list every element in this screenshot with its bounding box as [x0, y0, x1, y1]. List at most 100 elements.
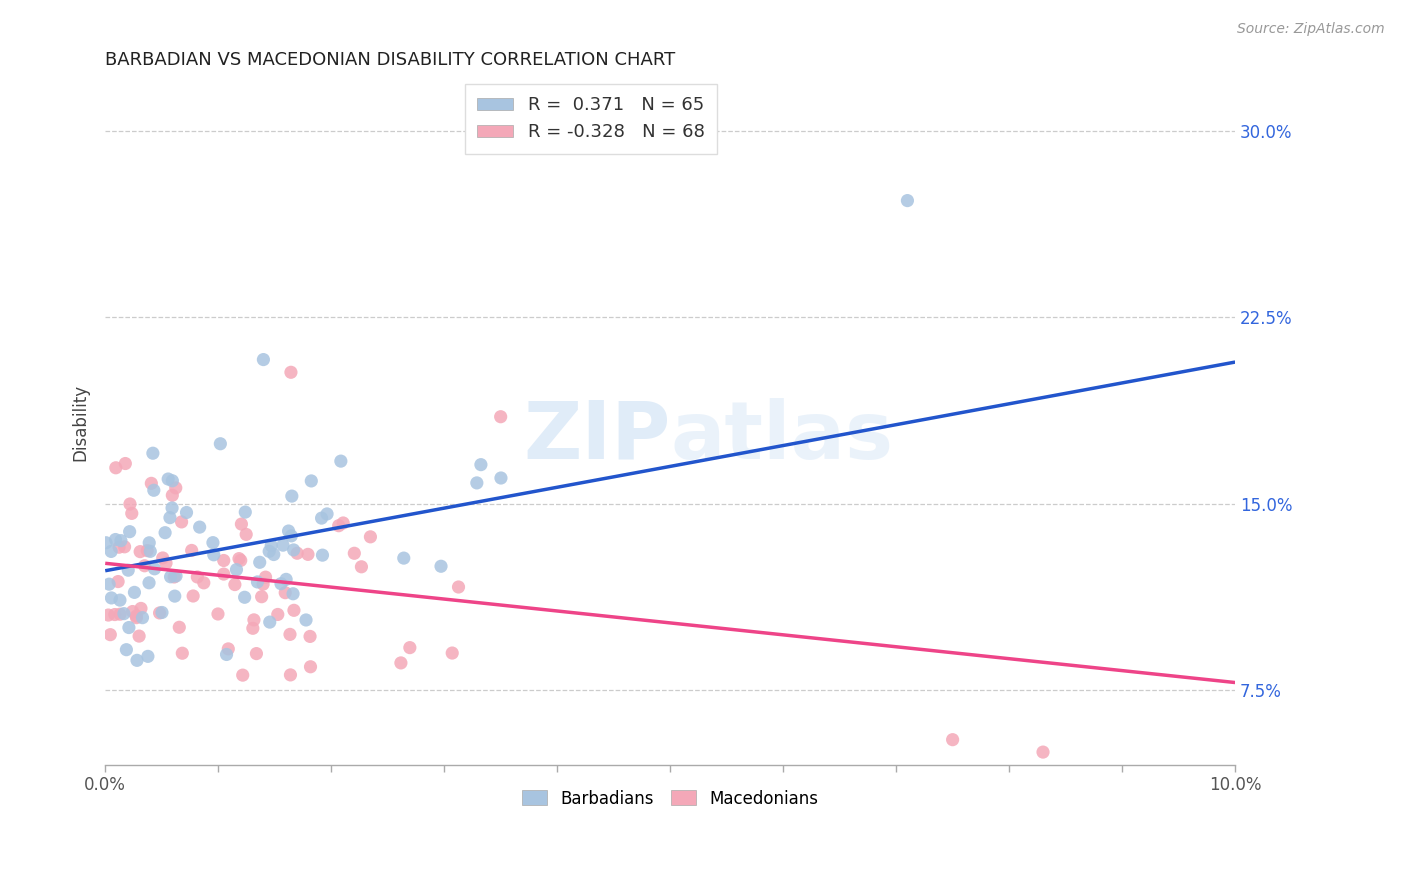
Point: [441, 646, 464, 660]
Point: [114, 540, 136, 554]
Point: [228, 551, 250, 566]
Point: [280, 365, 302, 379]
Point: [141, 476, 163, 491]
Point: [285, 546, 308, 560]
Point: [283, 543, 305, 558]
Point: [470, 458, 492, 472]
Text: atlas: atlas: [671, 398, 893, 475]
Point: [108, 607, 131, 622]
Point: [162, 488, 184, 502]
Point: [447, 580, 470, 594]
Point: [121, 507, 143, 521]
Point: [165, 569, 187, 583]
Point: [229, 553, 252, 567]
Point: [281, 587, 304, 601]
Point: [142, 446, 165, 460]
Point: [224, 577, 246, 591]
Point: [115, 642, 138, 657]
Point: [153, 525, 176, 540]
Point: [104, 533, 127, 547]
Point: [180, 543, 202, 558]
Point: [297, 547, 319, 561]
Point: [250, 590, 273, 604]
Point: [159, 510, 181, 524]
Point: [280, 529, 302, 543]
Point: [254, 570, 277, 584]
Point: [274, 585, 297, 599]
Point: [129, 544, 152, 558]
Point: [157, 472, 180, 486]
Point: [207, 607, 229, 621]
Point: [271, 538, 294, 552]
Point: [142, 483, 165, 498]
Point: [392, 551, 415, 566]
Legend: Barbadians, Macedonians: Barbadians, Macedonians: [516, 783, 825, 814]
Point: [277, 524, 299, 538]
Point: [1032, 745, 1054, 759]
Point: [193, 575, 215, 590]
Point: [252, 352, 274, 367]
Point: [160, 500, 183, 515]
Point: [143, 562, 166, 576]
Y-axis label: Disability: Disability: [72, 384, 89, 461]
Point: [131, 610, 153, 624]
Point: [332, 516, 354, 530]
Point: [389, 656, 412, 670]
Point: [231, 517, 253, 532]
Point: [162, 474, 184, 488]
Point: [118, 621, 141, 635]
Point: [280, 668, 302, 682]
Point: [398, 640, 420, 655]
Point: [136, 543, 159, 558]
Point: [100, 591, 122, 605]
Point: [169, 620, 191, 634]
Point: [136, 649, 159, 664]
Point: [249, 555, 271, 569]
Point: [163, 570, 186, 584]
Point: [129, 601, 152, 615]
Point: [114, 457, 136, 471]
Point: [159, 570, 181, 584]
Point: [316, 507, 339, 521]
Point: [299, 629, 322, 643]
Point: [98, 628, 121, 642]
Point: [121, 605, 143, 619]
Point: [124, 585, 146, 599]
Point: [139, 544, 162, 558]
Point: [209, 436, 232, 450]
Point: [233, 591, 256, 605]
Point: [311, 511, 333, 525]
Point: [276, 573, 298, 587]
Point: [232, 668, 254, 682]
Point: [328, 518, 350, 533]
Text: ZIP: ZIP: [523, 398, 671, 475]
Point: [246, 574, 269, 589]
Point: [243, 613, 266, 627]
Text: Source: ZipAtlas.com: Source: ZipAtlas.com: [1237, 22, 1385, 37]
Point: [181, 589, 204, 603]
Point: [201, 535, 224, 549]
Point: [117, 563, 139, 577]
Point: [134, 558, 156, 573]
Point: [311, 548, 333, 562]
Point: [299, 659, 322, 673]
Point: [155, 556, 177, 570]
Point: [260, 539, 283, 553]
Point: [138, 536, 160, 550]
Point: [176, 506, 198, 520]
Text: BARBADIAN VS MACEDONIAN DISABILITY CORRELATION CHART: BARBADIAN VS MACEDONIAN DISABILITY CORRE…: [105, 51, 675, 69]
Point: [430, 559, 453, 574]
Point: [942, 732, 965, 747]
Point: [112, 607, 135, 621]
Point: [215, 648, 238, 662]
Point: [125, 609, 148, 624]
Point: [202, 548, 225, 562]
Point: [128, 629, 150, 643]
Point: [465, 475, 488, 490]
Point: [489, 409, 512, 424]
Point: [257, 544, 280, 558]
Point: [267, 607, 290, 622]
Point: [283, 603, 305, 617]
Point: [125, 610, 148, 624]
Point: [242, 621, 264, 635]
